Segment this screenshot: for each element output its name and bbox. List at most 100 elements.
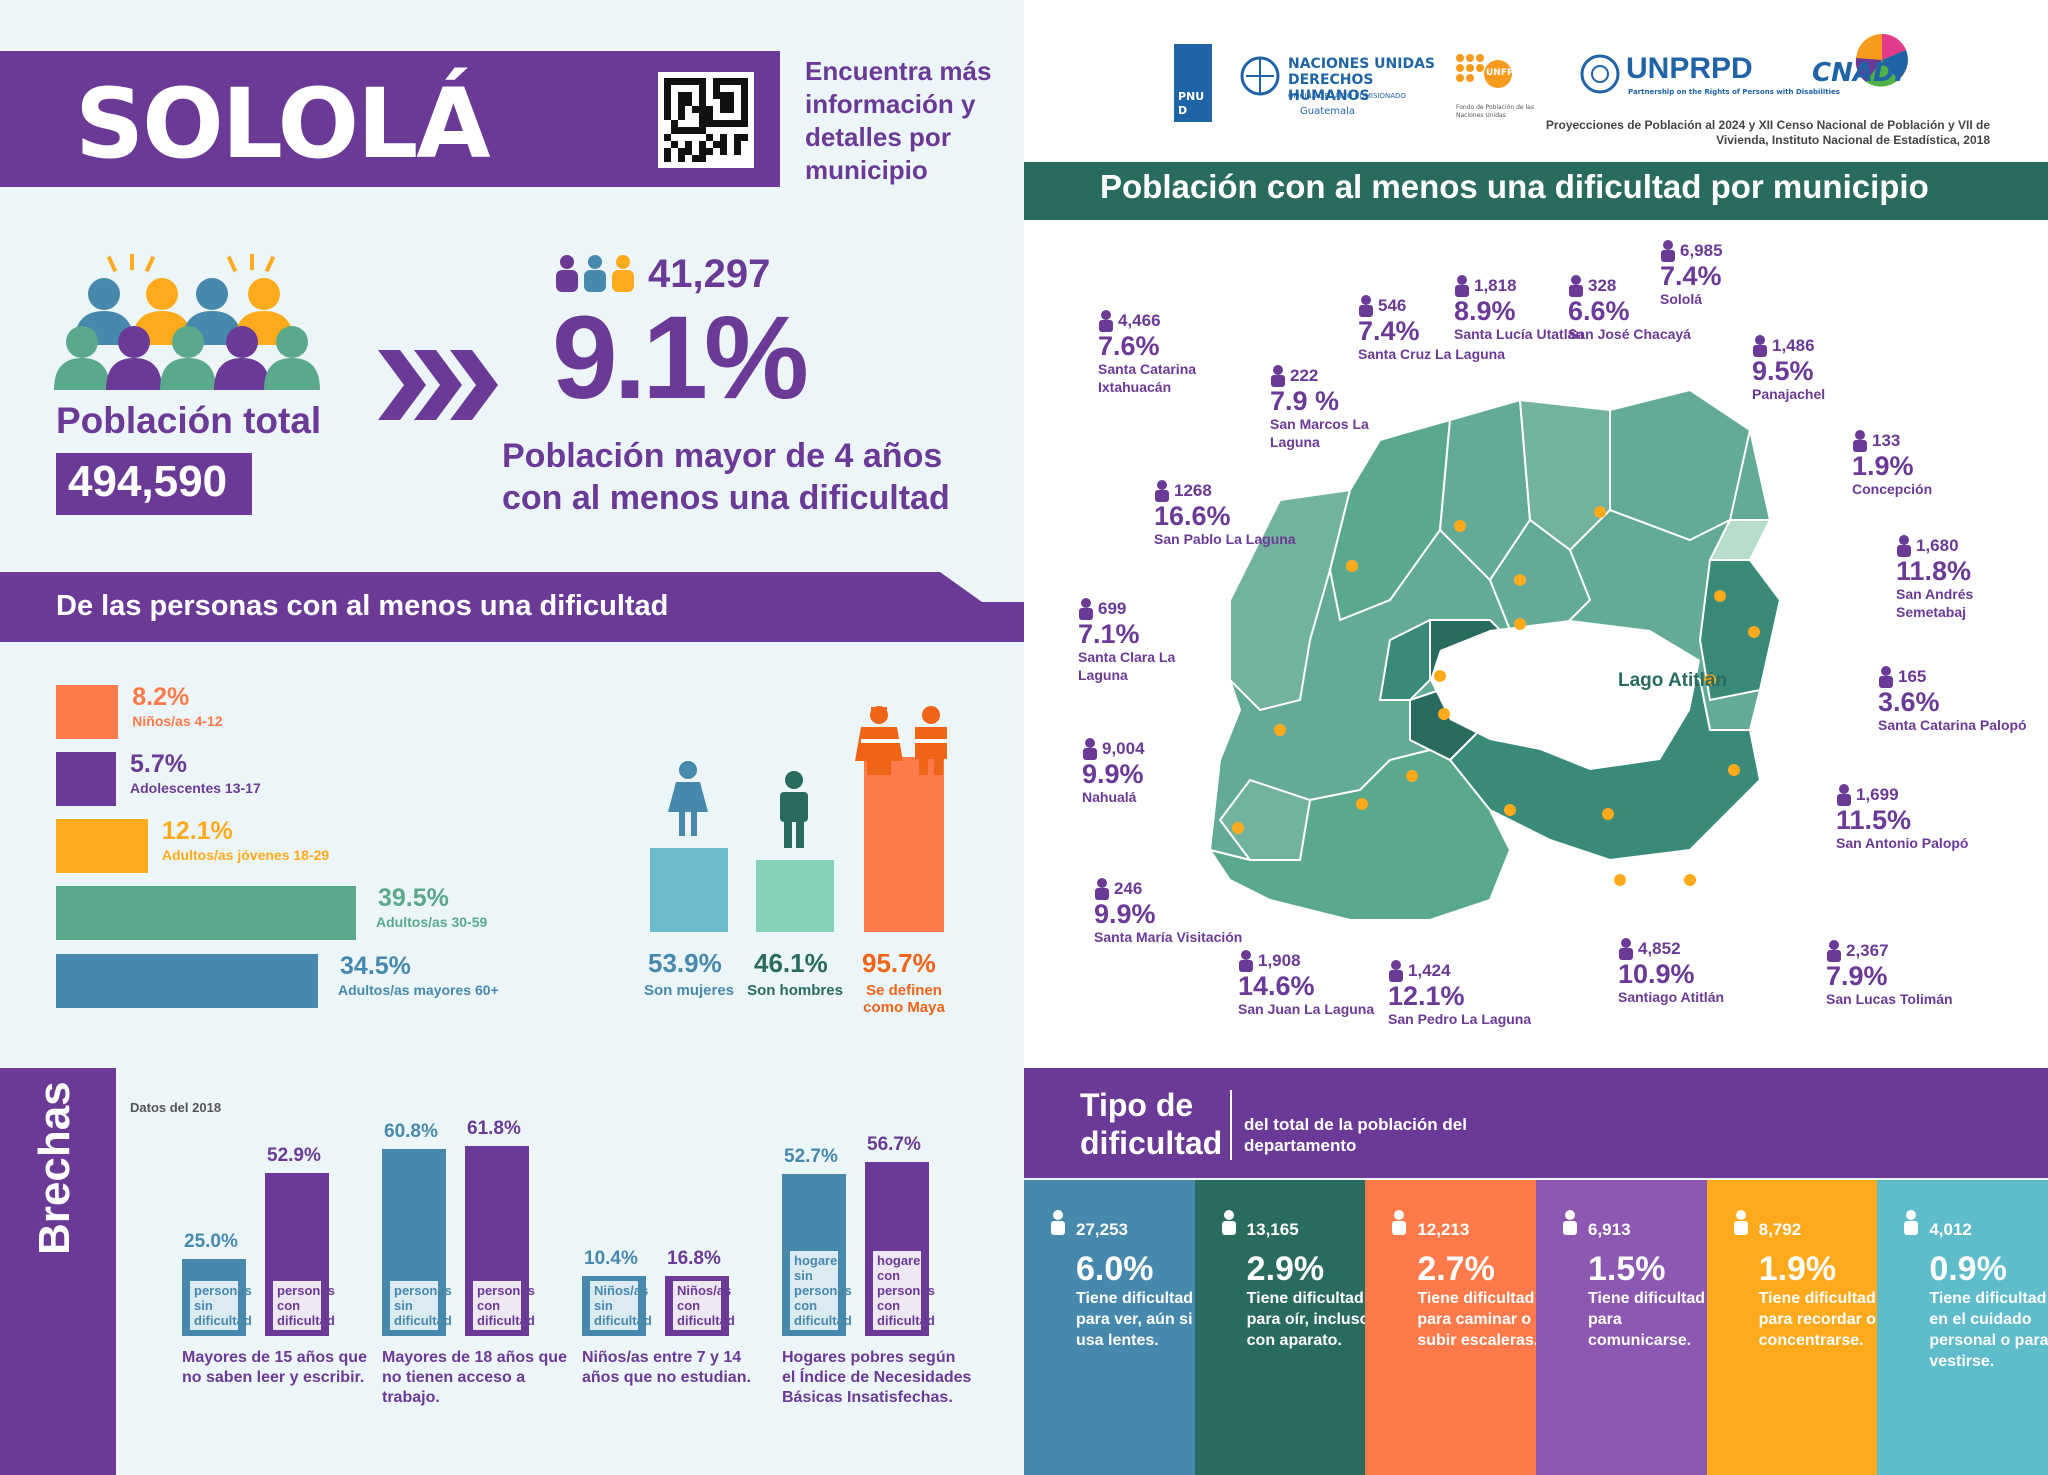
municipality-count: 6,985 (1680, 241, 1723, 260)
municipality-count: 4,466 (1118, 311, 1161, 330)
header-notch (940, 572, 1024, 602)
ohchr-logo (1240, 56, 1280, 96)
brecha-caption: Mayores de 18 años que no tienen acceso … (382, 1349, 567, 1406)
group-label: Son mujeres (643, 982, 735, 999)
municipality-name: Santa Catarina Ixtahuacán (1098, 361, 1197, 395)
brecha-bar-label: personas sin dificultad (390, 1280, 452, 1330)
brecha-bar: Niños/as con dificultad (665, 1276, 735, 1336)
person-icon (1099, 310, 1113, 332)
brecha-bar-label: hogares con personas con dificultad (873, 1250, 935, 1330)
conadi-logo (1855, 34, 1908, 87)
lake-label: Lago Atitlán (1618, 670, 1728, 691)
age-percent: 39.5% (378, 884, 449, 912)
municipality-label: 1,424 12.1% San Pedro La Laguna (1388, 960, 1538, 1028)
brecha-bar: hogares con personas con dificultad (865, 1161, 935, 1336)
brecha-bar-label: personas con dificultad (273, 1280, 335, 1330)
municipality-name: San Marcos La Laguna (1270, 416, 1369, 450)
person-icon (1853, 430, 1867, 452)
brecha-caption: Hogares pobres según el Índice de Necesi… (782, 1349, 972, 1406)
population-label: Población total (56, 400, 322, 441)
ohchr-logo-sub: OFICINA DEL ALTO COMISIONADO (1288, 92, 1406, 100)
municipality-count: 1,818 (1474, 276, 1517, 295)
age-percent: 34.5% (340, 952, 411, 980)
municipality-label: 165 3.6% Santa Catarina Palopó (1878, 666, 2028, 734)
municipality-count: 133 (1872, 431, 1901, 450)
age-label: Adultos/as mayores 60+ (338, 982, 499, 998)
municipality-percent: 9.9% (1094, 899, 1156, 929)
age-bar (56, 954, 319, 1008)
tipo-header (1024, 1068, 2048, 1178)
age-label: Adolescentes 13-17 (130, 780, 261, 796)
person-icon (1271, 365, 1285, 387)
unprpd-logo-text: UNPRPD (1626, 52, 1753, 85)
difficulty-count: 4,012 (1929, 1220, 1972, 1239)
data-year: Datos del 2018 (130, 1100, 222, 1115)
difficulty-percent: 1.5% (1588, 1250, 1666, 1288)
municipality-count: 1,486 (1772, 336, 1815, 355)
municipality-name: Sololá (1660, 291, 1703, 307)
municipality-percent: 1.9% (1852, 451, 1914, 481)
municipality-percent: 14.6% (1238, 971, 1315, 1001)
difficulty-count: 41,297 (648, 252, 771, 296)
person-icon (1079, 598, 1093, 620)
age-percent: 8.2% (132, 683, 190, 711)
brecha-percent: 25.0% (184, 1231, 238, 1253)
brecha-percent: 52.9% (267, 1145, 321, 1167)
unfpa-logo (1456, 54, 1512, 88)
unfpa-logo-text: UNFPA (1486, 68, 1520, 78)
municipality-percent: 9.9% (1082, 759, 1144, 789)
brecha-bar: personas con dificultad (465, 1146, 535, 1336)
difficulty-percent: 1.9% (1758, 1250, 1837, 1288)
municipality-label: 1,818 8.9% Santa Lucía Utatlán (1454, 275, 1604, 343)
person-icon (1455, 275, 1469, 297)
difficulty-percent: 0.9% (1929, 1250, 2007, 1288)
difficulty-card: 12,213 2.7% Tiene dificultad para caminar … (1365, 1180, 1538, 1475)
municipality-percent: 7.4% (1660, 261, 1722, 291)
person-icon (1083, 738, 1097, 760)
municipality-name: San Pablo La Laguna (1154, 531, 1296, 547)
person-icon (1904, 1210, 1919, 1235)
municipality-name: San Lucas Tolimán (1826, 991, 1953, 1007)
difficulty-percent: 9.1% (552, 292, 809, 424)
municipality-name: Santa Clara La Laguna (1078, 649, 1176, 683)
municipality-name: San Juan La Laguna (1238, 1001, 1375, 1017)
tipo-divider (1230, 1090, 1232, 1160)
municipality-percent: 16.6% (1154, 501, 1231, 531)
tipo-title: Tipo de dificultad (1080, 1087, 1223, 1161)
person-icon (1879, 666, 1893, 688)
info-link[interactable]: Encuentra más información y detalles por… (805, 56, 992, 185)
brecha-bar: personas sin dificultad (182, 1259, 252, 1336)
un-emblem-icon (1580, 54, 1620, 94)
municipality-name: Santa Catarina Palopó (1878, 717, 2027, 733)
brechas-sidebar (0, 1068, 116, 1475)
person-icon (1837, 784, 1851, 806)
brecha-bar: Niños/as sin dificultad (582, 1276, 652, 1336)
municipality-percent: 3.6% (1878, 687, 1940, 717)
breakdown-header (0, 572, 1024, 642)
municipality-percent: 7.6% (1098, 331, 1160, 361)
brecha-bar: hogares sin personas con dificultad (782, 1173, 852, 1336)
difficulty-description: Tiene dificultad para recordar o concent… (1758, 1290, 1877, 1349)
group-percent: 53.9% (648, 948, 722, 978)
unfpa-logo-sub: Fondo de Población de las Naciones Unida… (1456, 104, 1534, 119)
municipality-label: 222 7.9 % San Marcos La Laguna (1270, 365, 1420, 451)
municipality-name: Nahualá (1082, 789, 1137, 805)
qr-code[interactable] (658, 72, 754, 168)
municipality-name: Santa María Visitación (1094, 929, 1243, 945)
person-icon (1389, 960, 1403, 982)
person-icon (1827, 940, 1841, 962)
municipality-label: 246 9.9% Santa María Visitación (1094, 878, 1244, 946)
difficulty-count: 13,165 (1246, 1220, 1299, 1239)
brecha-bar-label: Niños/as con dificultad (673, 1281, 735, 1330)
municipality-count: 9,004 (1102, 739, 1145, 758)
people-small-icon (556, 255, 634, 292)
municipality-percent: 11.8% (1896, 556, 1972, 586)
municipality-label: 9,004 9.9% Nahualá (1082, 738, 1232, 806)
municipality-label: 1268 16.6% San Pablo La Laguna (1154, 480, 1304, 548)
brecha-caption: Mayores de 15 años que no saben leer y e… (182, 1349, 367, 1386)
municipality-percent: 12.1% (1388, 981, 1465, 1011)
municipality-label: 4,852 10.9% Santiago Atitlán (1618, 938, 1768, 1006)
brecha-percent: 10.4% (584, 1248, 638, 1269)
municipality-percent: 7.9% (1826, 961, 1888, 991)
municipality-label: 4,466 7.6% Santa Catarina Ixtahuacán (1098, 310, 1248, 396)
